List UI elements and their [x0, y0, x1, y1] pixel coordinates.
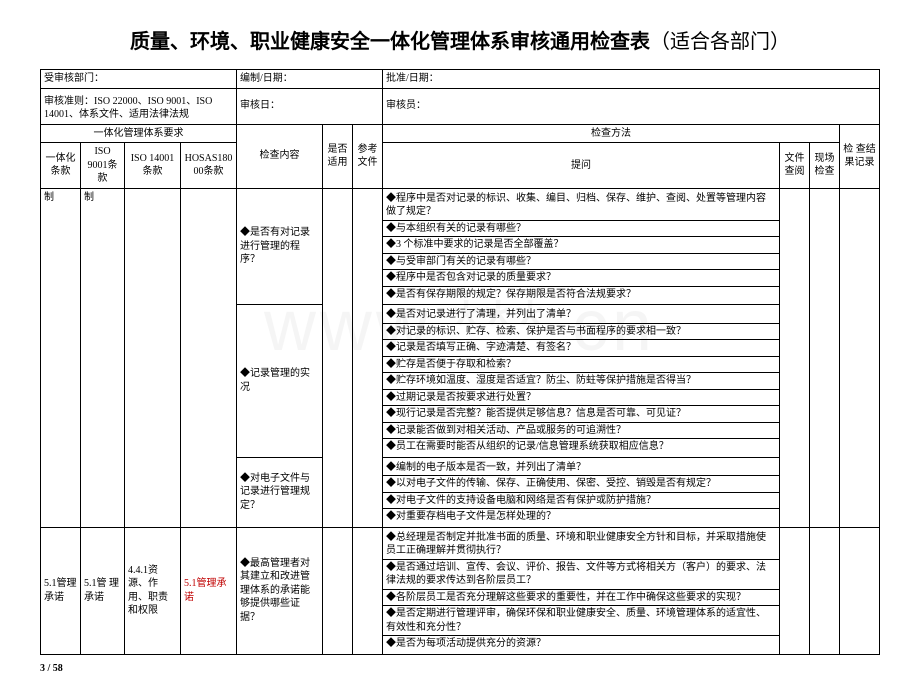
question-item: ◆是否有保存期限的规定？保存期限是否符合法规要求？: [383, 287, 779, 303]
title-main: 质量、环境、职业健康安全一体化管理体系审核通用检查表: [130, 31, 650, 53]
r1-c3: [125, 188, 181, 527]
hdr-ref: 参考文件: [353, 124, 383, 188]
question-item: ◆对重要存档电子文件是怎样处理的？: [383, 509, 779, 525]
title-sub: （适合各部门）: [650, 31, 790, 53]
hdr-c3: ISO 14001条款: [125, 143, 181, 189]
hdr-apply: 是否适用: [323, 124, 353, 188]
question-item: ◆编制的电子版本是否一致，并列出了清单？: [383, 460, 779, 477]
inspect-1: ◆是否有对记录进行管理的程序？: [237, 188, 323, 305]
r2-c4: 5.1管理承诺: [181, 527, 237, 654]
questions-2: ◆是否对记录进行了清理，并列出了清单？◆对记录的标识、贮存、检索、保护是否与书面…: [383, 305, 780, 458]
site-1: [809, 188, 839, 527]
question-item: ◆是否对记录进行了清理，并列出了清单？: [383, 307, 779, 324]
r1-c4: [181, 188, 237, 527]
page-title: 质量、环境、职业健康安全一体化管理体系审核通用检查表（适合各部门）: [40, 25, 880, 54]
hdr-ask: 提问: [383, 143, 780, 189]
approve-date-label: 批准/日期：: [383, 70, 880, 89]
audited-dept-label: 受审核部门：: [41, 70, 237, 89]
questions-4: ◆总经理是否制定并批准书面的质量、环境和职业健康安全方针和目标，并采取措施使员工…: [383, 527, 780, 654]
site-2: [809, 527, 839, 654]
question-item: ◆程序中是否对记录的标识、收集、编目、归档、保存、维护、查阅、处置等管理内容做了…: [383, 191, 779, 221]
question-item: ◆过期记录是否按要求进行处置？: [383, 390, 779, 407]
question-item: ◆对记录的标识、贮存、检索、保护是否与书面程序的要求相一致？: [383, 324, 779, 341]
r2-c1: 5.1管理承诺: [41, 527, 81, 654]
r1-c1: 制: [41, 188, 81, 527]
checklist-table: 受审核部门： 编制/日期： 批准/日期： 审核日： 审核员： 审核准则：ISO …: [40, 69, 880, 655]
hdr-c4: HOSAS18000条款: [181, 143, 237, 189]
inspect-2: ◆记录管理的实况: [237, 305, 323, 458]
audit-date-label: 审核日：: [237, 88, 383, 124]
auditor-label: 审核员：: [383, 88, 880, 124]
questions-1: ◆程序中是否对记录的标识、收集、编目、归档、保存、维护、查阅、处置等管理内容做了…: [383, 188, 780, 305]
questions-3: ◆编制的电子版本是否一致，并列出了清单？◆以对电子文件的传输、保存、正确使用、保…: [383, 457, 780, 527]
inspect-3: ◆对电子文件与记录进行管理规定？: [237, 457, 323, 527]
doc-1: [779, 188, 809, 527]
question-item: ◆是否定期进行管理评审，确保环保和职业健康安全、质量、环境管理体系的适宜性、有效…: [383, 606, 779, 636]
ref-1: [353, 188, 383, 527]
result-2: [839, 527, 879, 654]
apply-1: [323, 188, 353, 527]
question-item: ◆现行记录是否完整？能否提供足够信息？信息是否可靠、可见证？: [383, 406, 779, 423]
apply-2: [323, 527, 353, 654]
hdr-site: 现场检查: [809, 143, 839, 189]
hdr-req-group: 一体化管理体系要求: [41, 124, 237, 143]
question-item: ◆程序中是否包含对记录的质量要求？: [383, 270, 779, 287]
question-item: ◆记录是否填写正确、字迹清楚、有签名？: [383, 340, 779, 357]
inspect-4: ◆最高管理者对其建立和改进管理体系的承诺能够提供哪些证据？: [237, 527, 323, 654]
question-item: ◆各阶层员工是否充分理解这些要求的重要性，并在工作中确保这些要求的实现？: [383, 590, 779, 607]
result-1: [839, 188, 879, 527]
question-item: ◆与受审部门有关的记录有哪些？: [383, 254, 779, 271]
ref-2: [353, 527, 383, 654]
question-item: ◆总经理是否制定并批准书面的质量、环境和职业健康安全方针和目标，并采取措施使员工…: [383, 530, 779, 560]
question-item: ◆是否通过培训、宣传、会议、评价、报告、文件等方式将相关方（客户）的要求、法律法…: [383, 560, 779, 590]
doc-2: [779, 527, 809, 654]
r2-c3: 4.4.1资源、作用、职责和权限: [125, 527, 181, 654]
hdr-result: 检 查结果记录: [839, 124, 879, 188]
question-item: ◆与本组织有关的记录有哪些？: [383, 221, 779, 238]
hdr-method-group: 检查方法: [383, 124, 840, 143]
hdr-doc: 文件查阅: [779, 143, 809, 189]
question-item: ◆贮存环境如温度、湿度是否适宜？防尘、防蛀等保护措施是否得当？: [383, 373, 779, 390]
criteria-text: 审核准则：ISO 22000、ISO 9001、ISO 14001、体系文件、适…: [41, 93, 237, 125]
compile-date-label: 编制/日期：: [237, 70, 383, 89]
question-item: ◆记录能否做到对相关活动、产品或服务的可追溯性？: [383, 423, 779, 440]
question-item: ◆3 个标准中要求的记录是否全部覆盖？: [383, 237, 779, 254]
hdr-c1: 一体化条款: [41, 143, 81, 189]
question-item: ◆贮存是否便于存取和检索？: [383, 357, 779, 374]
question-item: ◆员工在需要时能否从组织的记录/信息管理系统获取相应信息？: [383, 439, 779, 455]
page-number: 3 / 58: [40, 663, 880, 674]
r1-c2: 制: [81, 188, 125, 527]
hdr-c2: ISO 9001条款: [81, 143, 125, 189]
question-item: ◆是否为每项活动提供充分的资源？: [383, 636, 779, 652]
r2-c2: 5.1管 理 承诺: [81, 527, 125, 654]
hdr-inspect: 检查内容: [237, 124, 323, 188]
question-item: ◆以对电子文件的传输、保存、正确使用、保密、受控、销毁是否有规定？: [383, 476, 779, 493]
question-item: ◆对电子文件的支持设备电脑和网络是否有保护或防护措施？: [383, 493, 779, 510]
